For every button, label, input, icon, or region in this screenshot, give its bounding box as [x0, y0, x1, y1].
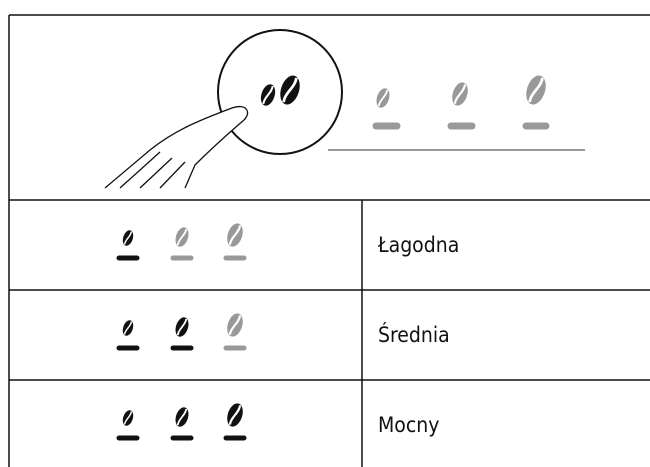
header-illustration	[104, 29, 585, 189]
strength-label: Mocny	[378, 413, 439, 437]
table-grid	[8, 14, 650, 467]
strength-label: Łagodna	[377, 233, 459, 257]
row-icons	[116, 220, 247, 441]
strength-label: Średnia	[378, 322, 450, 347]
